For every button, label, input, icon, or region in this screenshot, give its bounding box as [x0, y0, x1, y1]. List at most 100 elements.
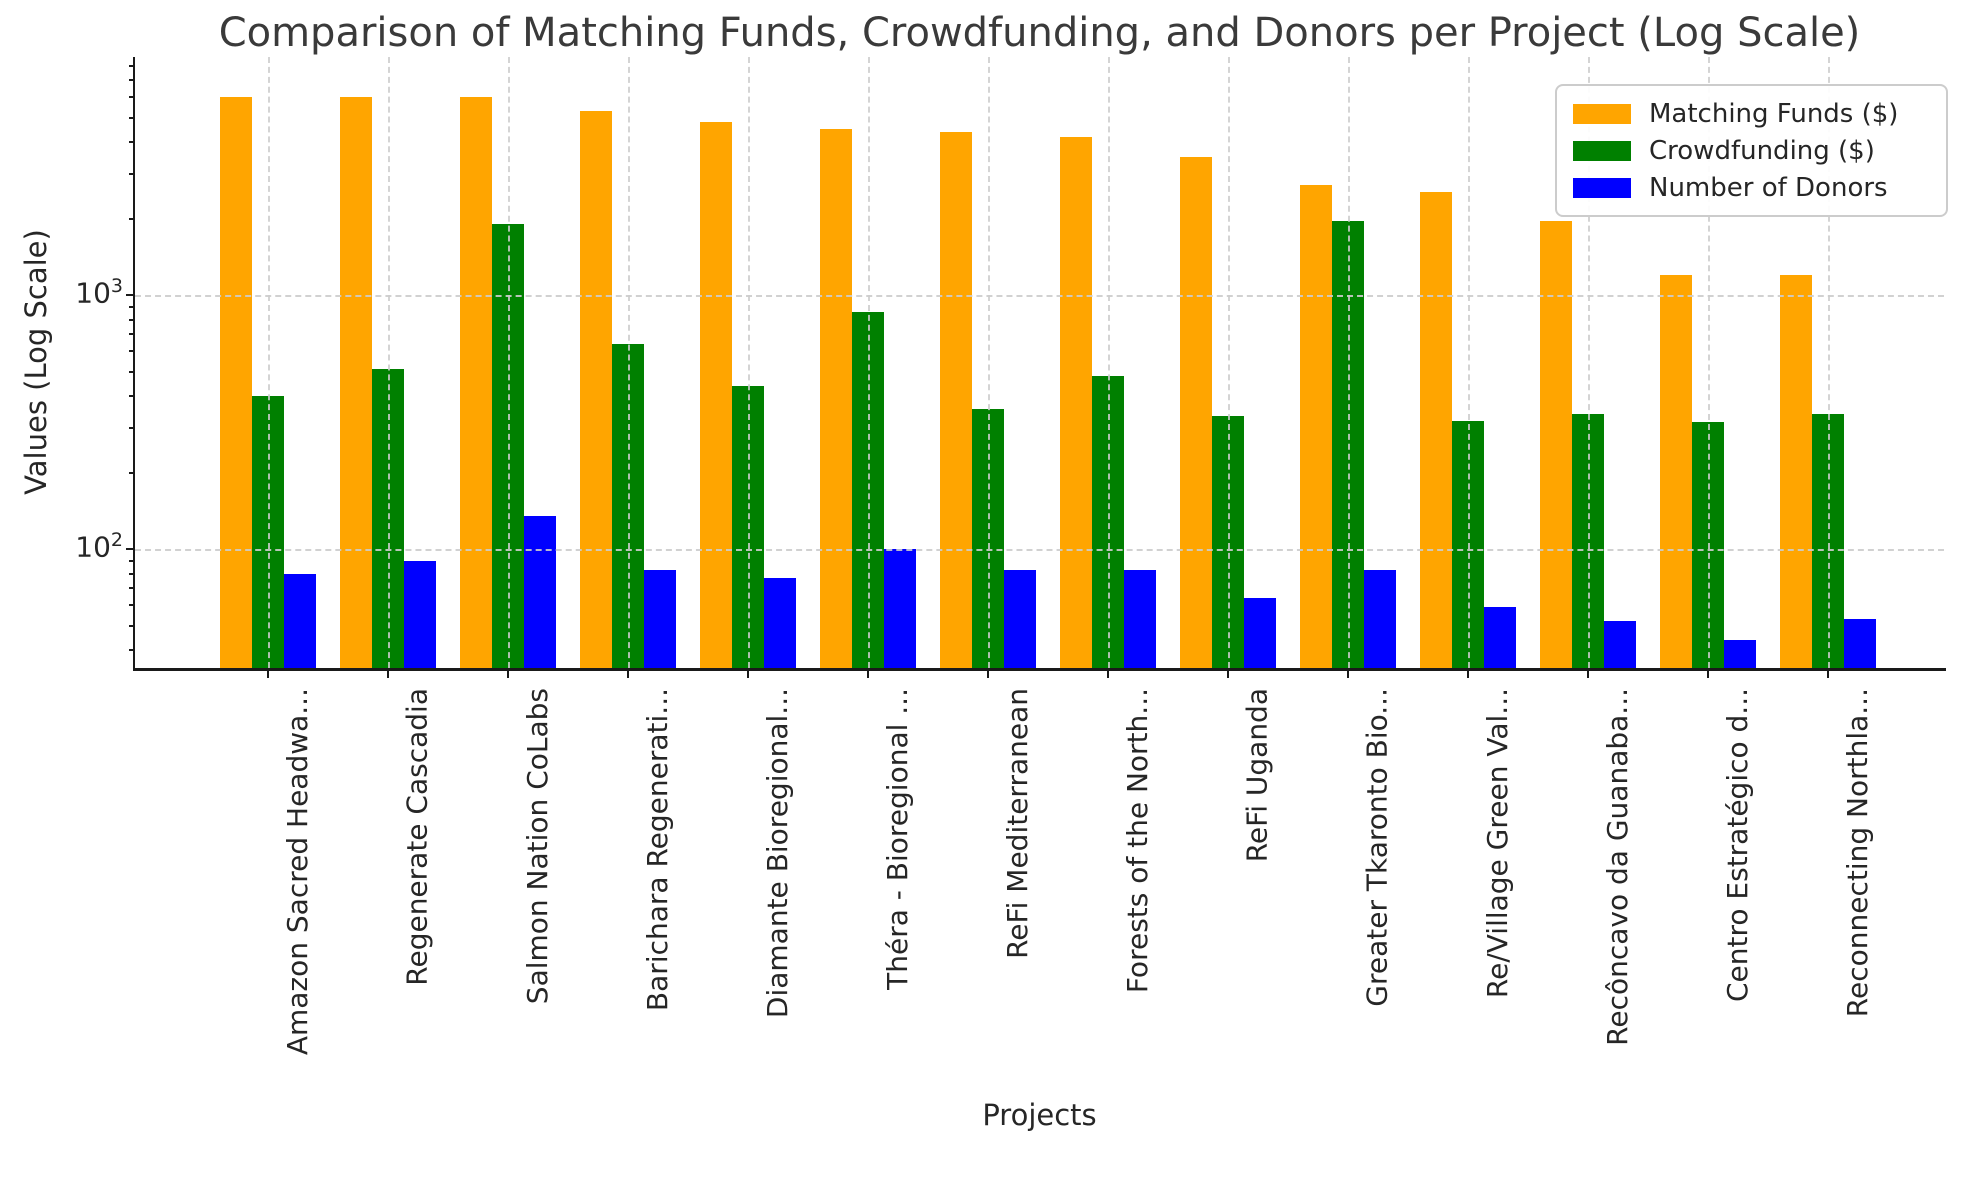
- y-axis-minor-tick: [129, 426, 135, 429]
- legend-color-swatch: [1573, 103, 1631, 124]
- y-axis-minor-tick: [129, 64, 135, 67]
- bar-matching-funds: [699, 122, 732, 668]
- x-tick-label: Centro Estratégico d...: [1720, 688, 1754, 1003]
- x-tick-label: Salmon Nation CoLabs: [520, 688, 554, 1005]
- legend-color-swatch: [1573, 177, 1631, 198]
- vertical-gridline: [1467, 57, 1470, 668]
- chart-title: Comparison of Matching Funds, Crowdfundi…: [218, 10, 1861, 56]
- bar-number-of-donors: [1003, 569, 1036, 668]
- bar-matching-funds: [1059, 136, 1092, 668]
- x-axis-label: Projects: [982, 1098, 1097, 1132]
- x-axis-tick: [746, 671, 749, 678]
- x-axis-tick: [506, 671, 509, 678]
- x-axis-tick: [1346, 671, 1349, 678]
- x-axis-tick: [866, 671, 869, 678]
- x-axis-tick: [986, 671, 989, 678]
- y-axis-major-tick: [126, 294, 135, 296]
- bar-number-of-donors: [523, 515, 556, 668]
- y-axis-minor-tick: [129, 624, 135, 627]
- bar-number-of-donors: [643, 569, 676, 668]
- x-tick-label: Théra - Bioregional ...: [880, 688, 914, 990]
- legend-item-label: Crowdfunding ($): [1649, 135, 1875, 166]
- bar-number-of-donors: [1723, 639, 1756, 668]
- x-axis-tick: [1226, 671, 1229, 678]
- bar-matching-funds: [819, 129, 852, 668]
- y-axis-minor-tick: [129, 370, 135, 373]
- vertical-gridline: [1587, 57, 1590, 668]
- bar-matching-funds: [1419, 191, 1452, 668]
- bar-number-of-donors: [403, 560, 436, 668]
- legend: Matching Funds ($) Crowdfunding ($) Number…: [1555, 84, 1948, 217]
- bar-number-of-donors: [1243, 598, 1276, 668]
- bar-number-of-donors: [1603, 621, 1636, 668]
- x-axis-tick: [626, 671, 629, 678]
- x-axis-tick: [386, 671, 389, 678]
- y-axis-minor-tick: [129, 318, 135, 321]
- y-axis-minor-tick: [129, 172, 135, 175]
- y-axis-spine: [133, 57, 135, 670]
- bar-matching-funds: [1299, 185, 1332, 668]
- bar-matching-funds: [579, 111, 612, 668]
- legend-item: Number of Donors: [1573, 169, 1930, 206]
- y-axis-major-tick: [126, 548, 135, 550]
- vertical-gridline: [1827, 57, 1830, 668]
- vertical-gridline: [987, 57, 990, 668]
- y-axis-minor-tick: [129, 604, 135, 607]
- vertical-gridline: [267, 57, 270, 668]
- y-axis-minor-tick: [129, 649, 135, 652]
- bar-matching-funds: [339, 97, 372, 668]
- y-axis-minor-tick: [129, 305, 135, 308]
- y-axis-minor-tick: [129, 333, 135, 336]
- vertical-gridline: [1107, 57, 1110, 668]
- bar-number-of-donors: [763, 577, 796, 668]
- y-tick-label: 103: [75, 275, 123, 310]
- x-axis-tick: [1466, 671, 1469, 678]
- vertical-gridline: [747, 57, 750, 668]
- x-axis-tick: [1586, 671, 1589, 678]
- bar-matching-funds: [1539, 221, 1572, 668]
- x-axis-tick: [266, 671, 269, 678]
- x-tick-label: ReFi Mediterranean: [1000, 688, 1034, 959]
- vertical-gridline: [627, 57, 630, 668]
- bar-matching-funds: [219, 97, 252, 668]
- y-axis-minor-tick: [129, 395, 135, 398]
- legend-color-swatch: [1573, 140, 1631, 161]
- legend-item-label: Number of Donors: [1649, 172, 1888, 203]
- horizontal-gridline: [135, 549, 1944, 551]
- x-tick-label: Regenerate Cascadia: [400, 688, 434, 986]
- y-axis-minor-tick: [129, 96, 135, 99]
- x-axis-tick: [1706, 671, 1709, 678]
- vertical-gridline: [387, 57, 390, 668]
- legend-item: Crowdfunding ($): [1573, 132, 1930, 169]
- bar-number-of-donors: [883, 549, 916, 668]
- y-axis-minor-tick: [129, 141, 135, 144]
- y-axis-minor-tick: [129, 587, 135, 590]
- bar-number-of-donors: [1363, 569, 1396, 668]
- x-axis-tick: [1826, 671, 1829, 678]
- y-axis-minor-tick: [129, 572, 135, 575]
- x-tick-label: Recôncavo da Guanaba...: [1600, 688, 1634, 1046]
- bar-matching-funds: [459, 97, 492, 668]
- x-axis-spine: [133, 668, 1946, 671]
- x-tick-label: Re/Village Green Val...: [1480, 688, 1514, 999]
- y-tick-label: 102: [75, 529, 123, 564]
- bar-number-of-donors: [1123, 569, 1156, 668]
- y-axis-minor-tick: [129, 116, 135, 119]
- x-tick-label: Barichara Regenerati...: [640, 688, 674, 1012]
- x-tick-label: Diamante Bioregional...: [760, 688, 794, 1019]
- vertical-gridline: [1707, 57, 1710, 668]
- legend-item-label: Matching Funds ($): [1649, 98, 1899, 129]
- x-tick-label: ReFi Uganda: [1240, 688, 1274, 863]
- y-axis-minor-tick: [129, 559, 135, 562]
- x-axis-tick: [1106, 671, 1109, 678]
- y-axis-label: Values (Log Scale): [19, 229, 53, 495]
- plot-area: [126, 57, 1946, 678]
- y-axis-minor-tick: [129, 79, 135, 82]
- y-axis-minor-tick: [129, 217, 135, 220]
- y-axis-minor-tick: [129, 350, 135, 353]
- bar-matching-funds: [1659, 274, 1692, 668]
- bar-number-of-donors: [1843, 619, 1876, 668]
- bar-number-of-donors: [1483, 607, 1516, 668]
- legend-item: Matching Funds ($): [1573, 95, 1930, 132]
